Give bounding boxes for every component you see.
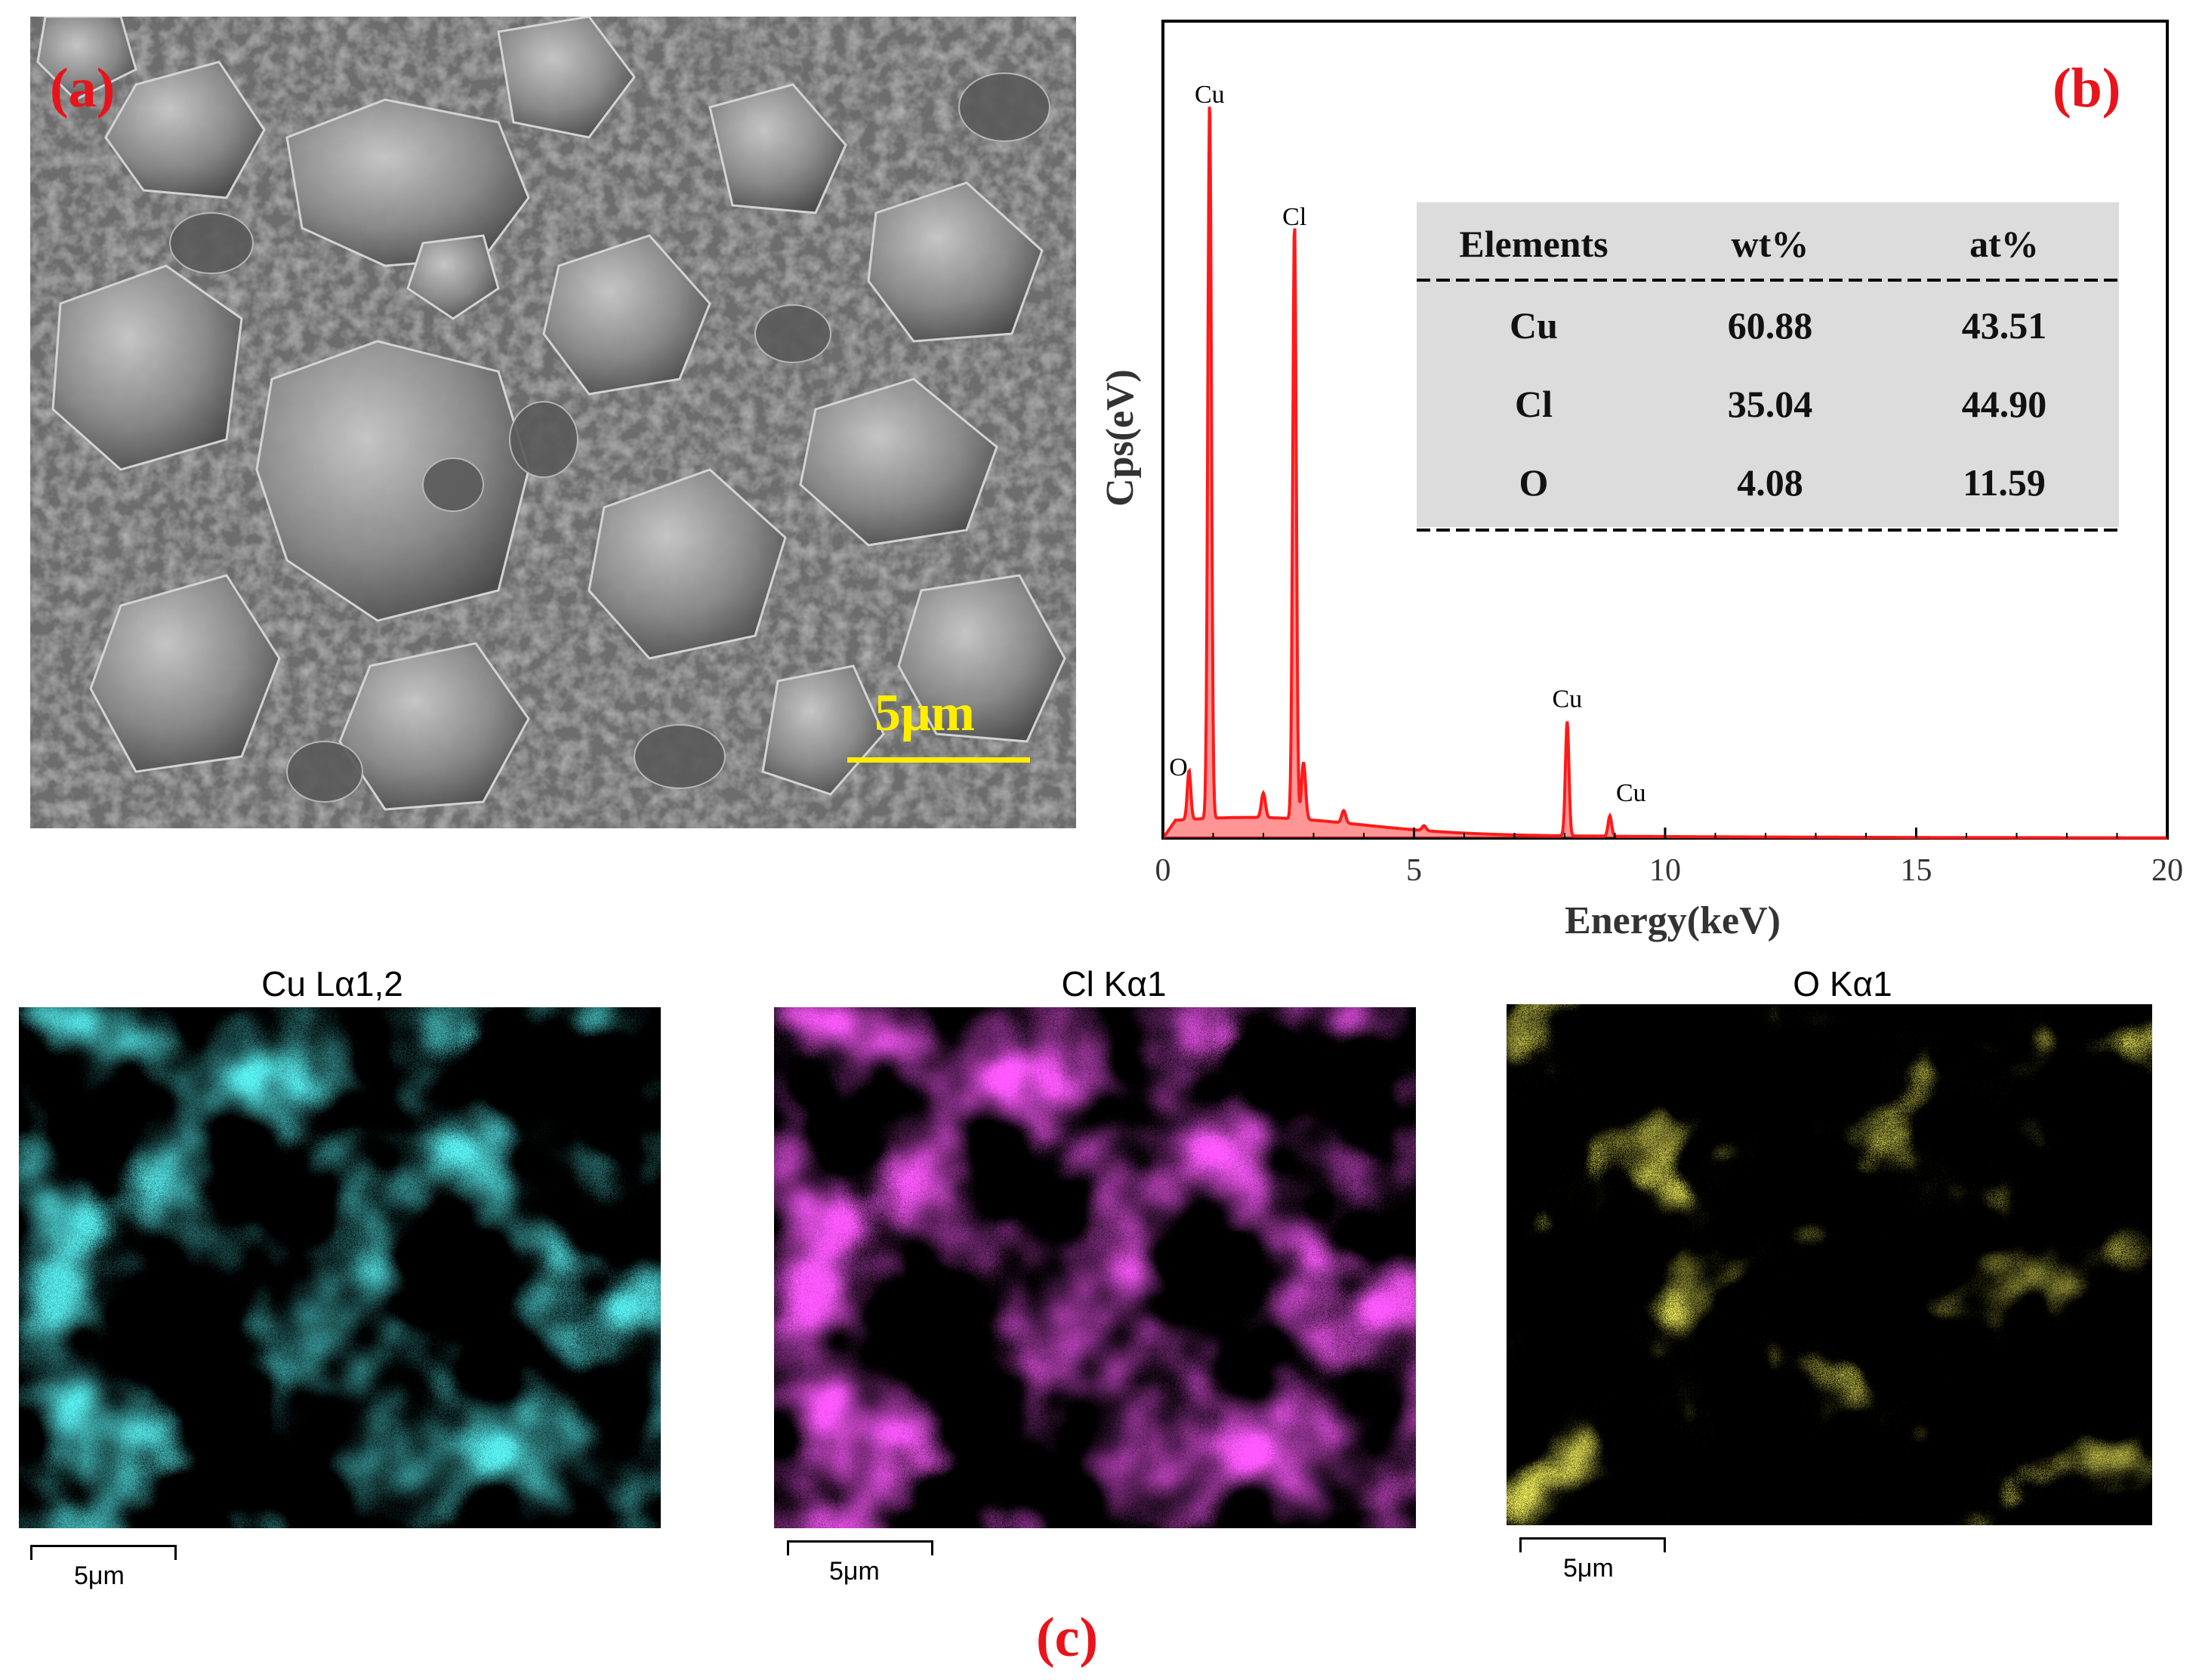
table-background	[1417, 202, 2119, 527]
sem-image	[30, 17, 1076, 828]
table-cells: Elements wt% at% Cu 60.88 43.51 Cl 35.04 44.90 O 4…	[1459, 223, 2046, 504]
panel-c: Cu Lα1,2 5μm Cl Kα1	[0, 951, 2199, 1676]
map-image-o	[1507, 1004, 2152, 1525]
x-tick-label: 15	[1901, 853, 1932, 888]
panel-label-b: (b)	[2053, 57, 2121, 119]
table-cell: O	[1519, 461, 1549, 504]
table-cell: 4.08	[1737, 461, 1803, 504]
map-image-cl	[774, 1007, 1416, 1528]
peak-label: O	[1169, 754, 1188, 781]
peak-label: Cl	[1282, 203, 1306, 231]
table-cell: 60.88	[1728, 304, 1813, 347]
map-scale-label-cl: 5μm	[829, 1557, 880, 1586]
map-scale-bar-o	[1519, 1537, 1666, 1552]
table-cell: 43.51	[1962, 304, 2047, 347]
peak-label: Cu	[1195, 81, 1225, 109]
table-header-cell: at%	[1969, 223, 2039, 265]
x-tick-label: 5	[1406, 853, 1422, 888]
panel-label-c: (c)	[1036, 1607, 1099, 1669]
x-ticks: 0 5 10 15 20	[1155, 828, 2183, 888]
y-axis-label: Cps(eV)	[1099, 369, 1142, 507]
panel-b: 0 5 10 15 20 O Cu Cl Cu Cu Energy(keV) Cps(eV) E…	[1087, 15, 2190, 951]
map-scale-label-o: 5μm	[1563, 1554, 1614, 1583]
x-tick-label: 20	[2151, 853, 2183, 888]
panel-label-a: (a)	[50, 57, 116, 119]
table-header-cell: wt%	[1732, 223, 1809, 265]
map-scale-label-cu: 5μm	[74, 1561, 125, 1590]
sem-scale-label: 5μm	[874, 684, 975, 742]
map-title-cu: Cu Lα1,2	[261, 964, 403, 1003]
sem-scale-bar	[847, 757, 1030, 763]
peak-label: Cu	[1552, 686, 1582, 714]
x-tick-label: 0	[1155, 853, 1171, 888]
map-image-cu	[19, 1007, 661, 1528]
map-scale-bar-cu	[30, 1545, 177, 1560]
composition-table: Elements wt% at% Cu 60.88 43.51 Cl 35.04 44.90 O 4…	[1417, 202, 2119, 532]
table-cell: 35.04	[1728, 383, 1813, 425]
map-scale-bar-cl	[787, 1540, 933, 1555]
map-title-cl: Cl Kα1	[1061, 964, 1167, 1003]
peak-label: Cu	[1616, 779, 1646, 807]
x-axis-label: Energy(keV)	[1565, 899, 1781, 942]
panel-a: (a) 5μm	[30, 17, 1076, 828]
x-tick-label: 10	[1649, 853, 1681, 888]
table-cell: 11.59	[1963, 461, 2046, 504]
table-cell: Cu	[1510, 304, 1558, 347]
eds-spectrum-chart: 0 5 10 15 20 O Cu Cl Cu Cu Energy(keV) Cps(eV) E…	[1099, 20, 2183, 942]
map-title-o: O Kα1	[1793, 964, 1892, 1003]
peak-labels: O Cu Cl Cu Cu	[1169, 81, 1645, 807]
table-header-cell: Elements	[1459, 223, 1608, 265]
table-cell: 44.90	[1962, 383, 2047, 425]
table-cell: Cl	[1515, 383, 1553, 425]
